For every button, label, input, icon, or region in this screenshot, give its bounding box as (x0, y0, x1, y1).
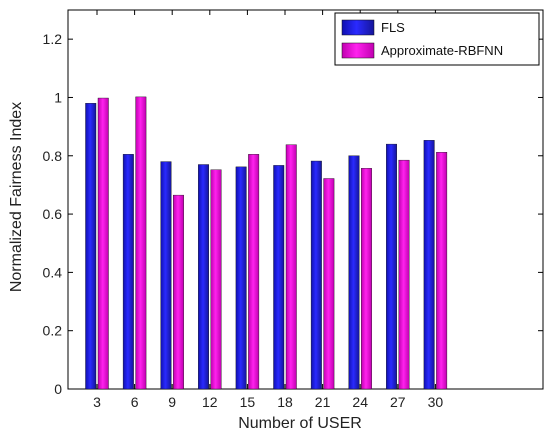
plot-frame (67, 9, 544, 390)
bars (85, 96, 448, 390)
x-tick-label: 21 (315, 394, 331, 410)
legend: FLS Approximate-RBFNN (334, 12, 540, 66)
axes: 0 0.2 0.4 0.6 0.8 1 1.2 3 6 9 12 15 18 21 24 27 30 (43, 10, 543, 410)
bar-rbfnn-27 (398, 159, 410, 390)
bar-fls-6 (122, 154, 134, 390)
bar-fls-21 (310, 160, 322, 390)
y-tick-label: 1.2 (43, 31, 63, 47)
bar-fls-15 (235, 166, 247, 390)
legend-label-rbfnn: Approximate-RBFNN (381, 43, 503, 58)
bar-rbfnn-21 (323, 178, 335, 390)
bar-rbfnn-9 (172, 194, 184, 390)
bar-fls-27 (386, 143, 397, 390)
bar-rbfnn-18 (285, 144, 297, 390)
legend-swatch-fls (341, 19, 375, 36)
y-tick-label: 0.6 (43, 206, 63, 222)
x-tick-label: 6 (131, 394, 139, 410)
legend-label-fls: FLS (381, 20, 405, 35)
bar-rbfnn-12 (210, 169, 222, 390)
bar-fls-3 (85, 103, 97, 390)
bar-fls-30 (423, 140, 435, 390)
y-tick-label: 0 (54, 381, 62, 397)
x-tick-label: 9 (168, 394, 176, 410)
bar-fls-18 (273, 165, 285, 390)
y-axis-title: Normalized Fairness Index (8, 102, 25, 292)
y-tick-label: 0.8 (43, 148, 63, 164)
bar-fls-9 (160, 161, 172, 390)
bar-rbfnn-15 (248, 154, 260, 390)
y-tick-label: 0.4 (43, 264, 63, 280)
y-tick-label: 0.2 (43, 323, 63, 339)
plot-area (67, 9, 544, 390)
x-tick-label: 3 (93, 394, 101, 410)
x-tick-label: 15 (240, 394, 256, 410)
x-tick-label: 18 (277, 394, 293, 410)
bar-fls-24 (348, 155, 360, 390)
x-tick-label: 27 (390, 394, 406, 410)
x-axis-title: Number of USER (238, 415, 362, 432)
bar-rbfnn-3 (97, 97, 109, 390)
legend-swatch-rbfnn (341, 42, 375, 59)
bar-rbfnn-30 (436, 152, 448, 390)
bar-rbfnn-6 (135, 96, 147, 390)
x-tick-label: 12 (202, 394, 218, 410)
y-tick-label: 1 (54, 89, 62, 105)
bar-fls-12 (198, 164, 210, 390)
x-tick-label: 24 (352, 394, 368, 410)
x-tick-label: 30 (428, 394, 444, 410)
bar-rbfnn-24 (361, 168, 372, 390)
